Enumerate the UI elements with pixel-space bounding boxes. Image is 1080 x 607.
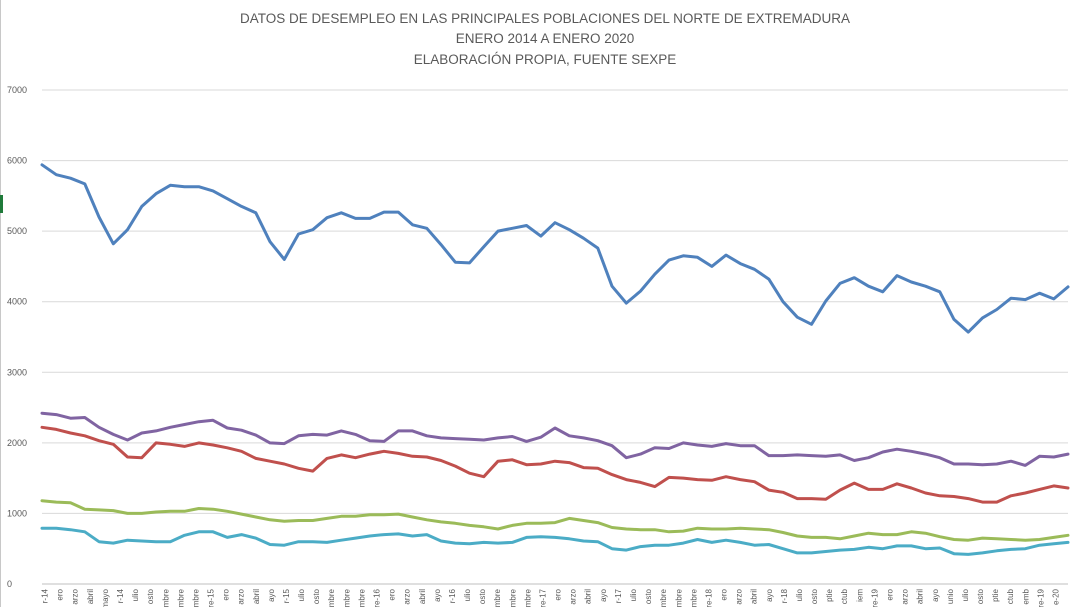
y-tick-label: 2000	[7, 438, 27, 448]
y-tick-label: 1000	[7, 508, 27, 518]
x-tick-label: ero	[554, 588, 563, 600]
x-tick-label: ayo	[931, 588, 940, 601]
x-tick-label: mayo	[101, 588, 110, 607]
chart-title-line-1: DATOS DE DESEMPLEO EN LAS PRINCIPALES PO…	[240, 11, 850, 26]
x-tick-label: ayo	[765, 588, 774, 601]
x-tick-label: ctub	[840, 588, 849, 604]
x-tick-label: re-18	[704, 588, 713, 607]
x-tick-label: ulio	[961, 588, 970, 601]
series-line-5	[40, 526, 1070, 556]
x-tick-label: mbre	[161, 588, 170, 607]
x-tick-label: ayo	[433, 588, 442, 601]
x-tick-label: osto	[976, 588, 985, 604]
x-tick-label: mbre	[508, 588, 517, 607]
selection-marker	[0, 195, 3, 213]
x-tick-label: r-18	[780, 588, 789, 603]
x-tick-label: arzo	[237, 588, 246, 604]
x-tick-label: mbre	[523, 588, 532, 607]
x-tick-label: osto	[478, 588, 487, 604]
chart-title-line-2: ENERO 2014 A ENERO 2020	[456, 31, 635, 46]
chart-title: DATOS DE DESEMPLEO EN LAS PRINCIPALES PO…	[240, 11, 850, 67]
y-tick-label: 7000	[7, 85, 27, 95]
x-tick-label: r-14	[116, 588, 125, 603]
series-line-1	[40, 163, 1070, 334]
x-tick-label: abril	[252, 589, 261, 604]
x-tick-label: ctub	[1006, 588, 1015, 604]
series-line-3	[40, 425, 1070, 504]
x-tick-label: mbre	[342, 588, 351, 607]
x-tick-label: abril	[750, 589, 759, 604]
x-tick-label: re-19	[870, 588, 879, 607]
y-axis-tick-labels: 0 1000 2000 3000 4000 5000 6000 7000	[7, 85, 27, 589]
x-tick-label: re-15	[207, 588, 216, 607]
x-tick-label: arzo	[403, 588, 412, 604]
x-tick-label: mbre	[674, 588, 683, 607]
x-tick-label: arzo	[901, 588, 910, 604]
x-tick-label: ulio	[629, 588, 638, 601]
x-tick-label: arzo	[569, 588, 578, 604]
x-tick-label: unio	[946, 588, 955, 604]
x-tick-label: r-14	[41, 588, 50, 603]
x-tick-label: osto	[810, 588, 819, 604]
y-tick-label: 6000	[7, 156, 27, 166]
x-tick-label: osto	[644, 588, 653, 604]
x-tick-label: mbre	[327, 588, 336, 607]
y-tick-label: 3000	[7, 367, 27, 377]
x-axis-tick-labels: r-14 ero arzo abril mayo r-14 ulio osto mbre mbre…	[41, 588, 1061, 607]
x-tick-label: ulio	[297, 588, 306, 601]
x-tick-label: ero	[720, 588, 729, 600]
window-left-border	[0, 0, 1, 607]
x-tick-label: mbre	[357, 588, 366, 607]
x-tick-label: mbre	[689, 588, 698, 607]
x-tick-label: r-15	[282, 588, 291, 603]
gridlines	[42, 89, 1068, 585]
x-tick-label: osto	[312, 588, 321, 604]
x-tick-label: ulio	[795, 588, 804, 601]
x-tick-label: re-19	[1036, 588, 1045, 607]
x-tick-label: mbre	[493, 588, 502, 607]
x-tick-label: iem	[855, 589, 864, 602]
x-tick-label: ero	[885, 588, 894, 600]
x-tick-label: abril	[916, 589, 925, 604]
x-tick-label: re-17	[538, 588, 547, 607]
y-tick-label: 5000	[7, 226, 27, 236]
x-tick-label: abril	[584, 589, 593, 604]
x-tick-label: ero	[56, 588, 65, 600]
x-tick-label: ulio	[131, 588, 140, 601]
y-tick-label: 4000	[7, 297, 27, 307]
x-tick-label: osto	[146, 588, 155, 604]
x-tick-label: ayo	[267, 588, 276, 601]
x-tick-label: ero	[222, 588, 231, 600]
x-tick-label: abril	[86, 589, 95, 604]
x-tick-label: arzo	[71, 588, 80, 604]
y-tick-label: 0	[7, 579, 12, 589]
x-tick-label: mbre	[176, 588, 185, 607]
x-tick-label: ulio	[463, 588, 472, 601]
x-tick-label: ayo	[599, 588, 608, 601]
x-tick-label: r-17	[614, 588, 623, 603]
x-tick-label: r-16	[448, 588, 457, 603]
x-tick-label: re-16	[372, 588, 381, 607]
x-tick-label: arzo	[735, 588, 744, 604]
x-tick-label: mbre	[191, 588, 200, 607]
x-tick-label: ero	[388, 588, 397, 600]
series-line-2	[40, 411, 1070, 467]
x-tick-label: ptie	[825, 588, 834, 601]
data-series	[40, 163, 1070, 556]
x-tick-label: emb	[1021, 588, 1030, 604]
series-line-4	[40, 499, 1070, 542]
x-tick-label: abril	[418, 589, 427, 604]
x-tick-label: e-20	[1051, 588, 1060, 605]
chart-title-line-3: ELABORACIÓN PROPIA, FUENTE SEXPE	[414, 52, 677, 67]
x-tick-label: mbre	[659, 588, 668, 607]
x-tick-label: ptie	[991, 588, 1000, 601]
